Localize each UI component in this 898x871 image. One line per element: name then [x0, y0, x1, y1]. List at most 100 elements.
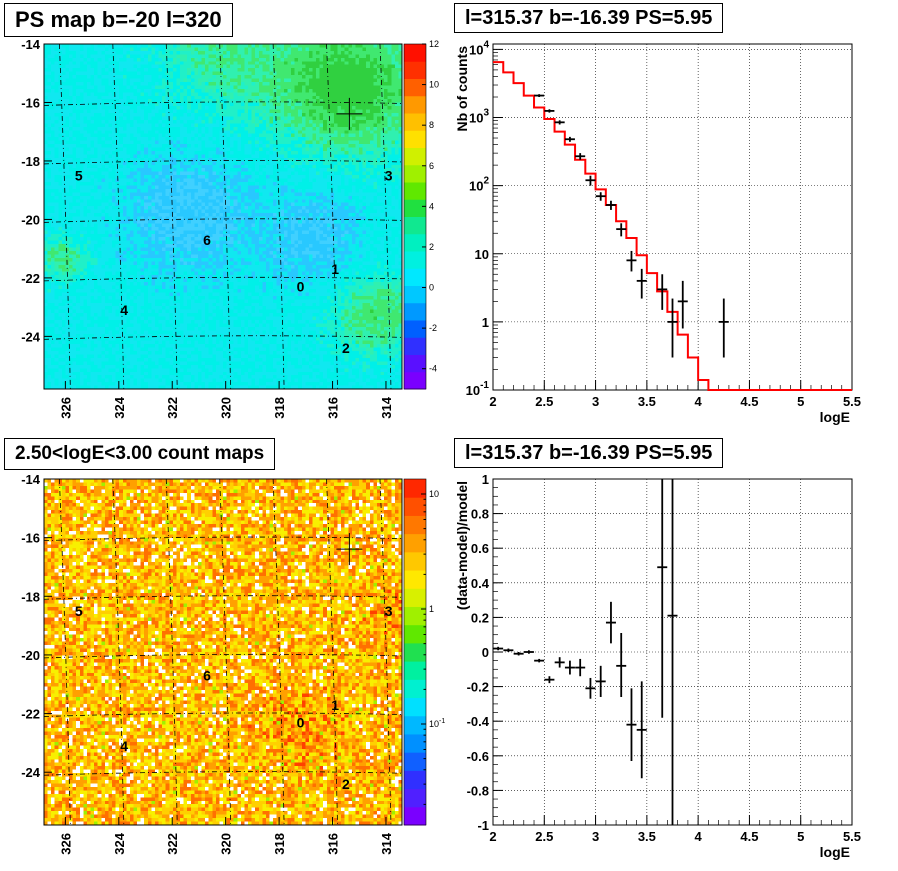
source-label-4: 4 — [120, 738, 128, 754]
data-point — [575, 153, 586, 160]
colorbar-segment — [404, 371, 426, 390]
colorbar-frame — [403, 43, 427, 390]
data-point — [554, 120, 565, 125]
data-point — [523, 650, 534, 654]
data-point — [503, 648, 514, 652]
data-point — [626, 688, 637, 761]
data-point — [616, 223, 627, 237]
residual-title: l=315.37 b=-16.39 PS=5.95 — [454, 438, 724, 468]
source-label-3: 3 — [385, 168, 393, 184]
y-tick-label: -16 — [21, 95, 40, 110]
colorbar-segment — [404, 320, 426, 338]
source-label-6: 6 — [203, 667, 211, 683]
x-tick-label: 320 — [219, 833, 234, 855]
data-point — [585, 677, 596, 699]
colorbar: 12 10 8 6 4 2 0 -2 -4 — [403, 39, 439, 390]
data-point — [554, 657, 565, 668]
data-point — [564, 136, 575, 142]
data-point — [657, 274, 668, 310]
colorbar-tick-label: 12 — [429, 39, 439, 49]
colorbar-tick-label: 10-1 — [429, 718, 445, 729]
count-map-title: 2.50<logE<3.00 count maps — [4, 438, 276, 470]
x-tick-label: 5.5 — [843, 829, 861, 844]
source-label-5: 5 — [75, 603, 83, 619]
source-label-2: 2 — [342, 340, 350, 356]
y-tick-label: -16 — [21, 531, 40, 546]
y-tick-label: -0.8 — [467, 783, 489, 798]
colorbar-segment — [404, 533, 426, 553]
x-tick-label: 4 — [695, 829, 703, 844]
colorbar-segment — [404, 182, 426, 200]
data-point — [544, 676, 555, 684]
y-tick-label: 0.2 — [471, 610, 489, 625]
colorbar-segment — [404, 497, 426, 516]
data-point — [667, 298, 678, 358]
data-point — [605, 601, 616, 644]
colorbar-segment — [404, 661, 426, 680]
colorbar-segment — [404, 788, 426, 808]
colorbar-segment — [404, 337, 426, 355]
data-point — [605, 200, 616, 210]
plot-frame — [492, 43, 853, 391]
meridian-line — [219, 478, 232, 826]
x-tick-label: 322 — [165, 833, 180, 855]
colorbar-segment — [404, 588, 426, 607]
data-point — [513, 652, 524, 656]
x-tick-label: 2 — [489, 394, 496, 409]
x-tick-label: 4.5 — [740, 394, 758, 409]
spectrum-panel: 2 2.5 3 3.5 4 4.5 5 5.5 10-1 1 10 102 103 104 logE Nb o… — [454, 39, 861, 425]
x-tick-label: 3 — [592, 829, 599, 844]
y-tick-label: 10 — [475, 247, 489, 262]
spectrum-title: l=315.37 b=-16.39 PS=5.95 — [454, 3, 724, 33]
map-image — [44, 479, 402, 825]
meridian-line — [379, 478, 392, 826]
y-axis-label: Nb of counts — [454, 46, 470, 132]
y-tick-label: -18 — [21, 589, 40, 604]
meridian-line — [272, 478, 285, 826]
source-label-3: 3 — [385, 603, 393, 619]
colorbar-segment — [404, 216, 426, 235]
source-label-2: 2 — [342, 776, 350, 792]
colorbar-segment — [404, 199, 426, 217]
colorbar-segment — [404, 61, 426, 79]
colorbar-segment — [404, 642, 426, 662]
x-tick-label: 5 — [797, 394, 804, 409]
colorbar-tick-label: 8 — [429, 120, 434, 130]
colorbar-segment — [404, 551, 426, 571]
meridian-line — [112, 478, 125, 826]
colorbar-segment — [404, 113, 426, 131]
colorbar-frame — [403, 478, 427, 826]
colorbar-segment — [404, 752, 426, 771]
data-point — [534, 658, 545, 663]
x-tick-label: 318 — [272, 833, 287, 855]
colorbar-tick-label: -2 — [429, 323, 437, 333]
x-tick-label: 314 — [379, 396, 394, 418]
y-tick-label: -0.4 — [467, 714, 490, 729]
colorbar-segment — [404, 78, 426, 97]
colorbar-segment — [404, 251, 426, 269]
y-tick-label: -24 — [21, 765, 41, 780]
y-tick-label: 0 — [482, 645, 489, 660]
colorbar-segment — [404, 95, 426, 114]
colorbar-segment — [404, 806, 426, 826]
y-tick-label: -24 — [21, 329, 41, 344]
colorbar-segment — [404, 697, 426, 717]
colorbar-segment — [404, 606, 426, 626]
y-tick-label: -20 — [21, 212, 40, 227]
x-tick-label: 326 — [58, 397, 73, 419]
x-tick-label: 5 — [797, 829, 804, 844]
x-tick-label: 320 — [219, 397, 234, 419]
y-axis-label: (data-model)/model — [454, 481, 470, 610]
y-tick-label: 0.8 — [471, 507, 489, 522]
y-tick-label: 10-1 — [466, 380, 490, 398]
x-tick-label: 2.5 — [535, 394, 553, 409]
meridian-line — [165, 43, 178, 390]
source-label-0: 0 — [297, 279, 305, 295]
meridian-line — [272, 43, 285, 390]
y-tick-label: -20 — [21, 648, 40, 663]
x-tick-label: 318 — [272, 397, 287, 419]
y-tick-label: 1 — [482, 315, 489, 330]
x-tick-label: 322 — [165, 397, 180, 419]
